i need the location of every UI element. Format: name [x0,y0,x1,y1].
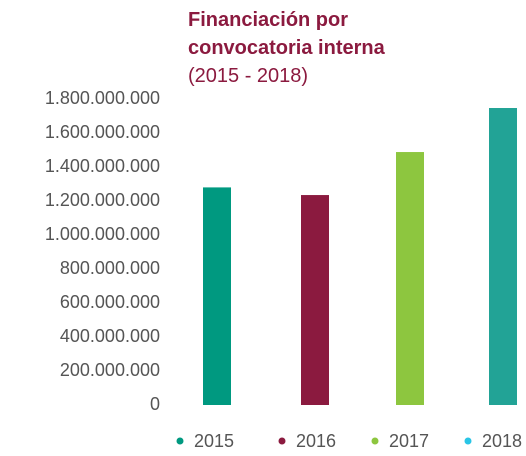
legend-marker [371,437,379,445]
legend-marker [464,437,472,445]
legend-label: 2016 [296,431,336,451]
legend-label: 2015 [194,431,234,451]
legend-label: 2018 [482,431,522,451]
subtitle-text: (2015 - 2018) [188,65,309,87]
y-tick-label: 1.600.000.000 [45,122,160,142]
y-tick-label: 800.000.000 [60,258,160,278]
legend-marker [176,437,184,445]
y-tick-label: 200.000.000 [60,360,160,380]
legend-label: 2017 [389,431,429,451]
bar [301,195,329,405]
y-tick-label: 400.000.000 [60,326,160,346]
y-tick-label: 1.200.000.000 [45,190,160,210]
bar [489,108,517,405]
legend-marker [278,437,286,445]
y-tick-label: 600.000.000 [60,292,160,312]
y-tick-label: 0 [150,394,160,414]
y-tick-label: 1.000.000.000 [45,224,160,244]
bar [396,152,424,405]
bar [203,187,231,405]
chart-title: Financiación por convocatoria interna (2… [188,6,393,90]
title-text: Financiación por convocatoria interna [188,9,385,59]
y-tick-label: 1.800.000.000 [45,88,160,108]
y-tick-label: 1.400.000.000 [45,156,160,176]
